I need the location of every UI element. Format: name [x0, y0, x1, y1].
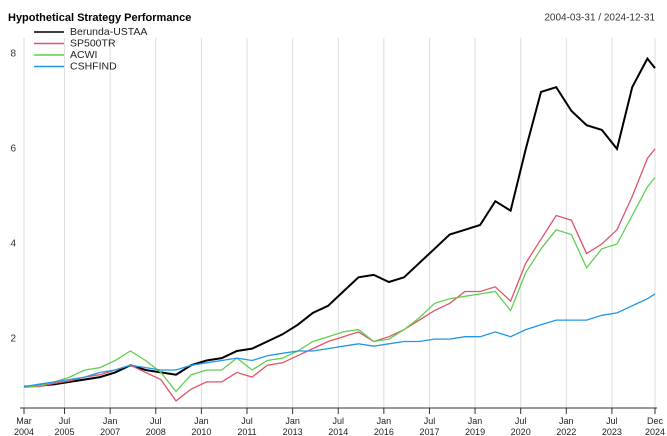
x-tick-label: Jan 2007 — [100, 416, 121, 436]
y-tick-label: 6 — [10, 144, 16, 155]
legend-label: CSHFIND — [70, 60, 117, 72]
x-tick-label: Mar 2004 — [13, 416, 35, 436]
x-tick-label: Jul 2014 — [328, 416, 349, 436]
date-range: 2004-03-31 / 2024-12-31 — [544, 13, 655, 24]
x-tick-label: Jul 2005 — [54, 416, 75, 436]
x-tick-label: Jul 2017 — [419, 416, 440, 436]
x-tick-label: Jan 2019 — [465, 416, 486, 436]
x-tick-label: Dec 2024 — [644, 416, 666, 436]
legend-label: Berunda-USTAA — [70, 26, 147, 38]
x-tick-label: Jan 2022 — [556, 416, 577, 436]
y-tick-label: 8 — [10, 49, 16, 60]
x-tick-label: Jan 2016 — [373, 416, 394, 436]
series-line — [24, 148, 656, 402]
x-tick-label: Jan 2010 — [191, 416, 212, 436]
legend-label: ACWI — [70, 49, 97, 61]
x-tick-label: Jul 2011 — [237, 416, 257, 436]
series-line — [23, 293, 656, 388]
x-tick-label: Jan 2013 — [282, 416, 303, 436]
series-line — [23, 177, 656, 393]
y-tick-label: 2 — [10, 334, 16, 345]
x-tick-label: Jul 2020 — [510, 416, 531, 436]
legend-label: SP500TR — [70, 37, 116, 49]
x-tick-label: Jul 2023 — [601, 416, 622, 436]
y-tick-label: 4 — [10, 239, 16, 250]
chart-title: Hypothetical Strategy Performance — [8, 12, 191, 24]
x-tick-label: Jul 2008 — [145, 416, 166, 436]
